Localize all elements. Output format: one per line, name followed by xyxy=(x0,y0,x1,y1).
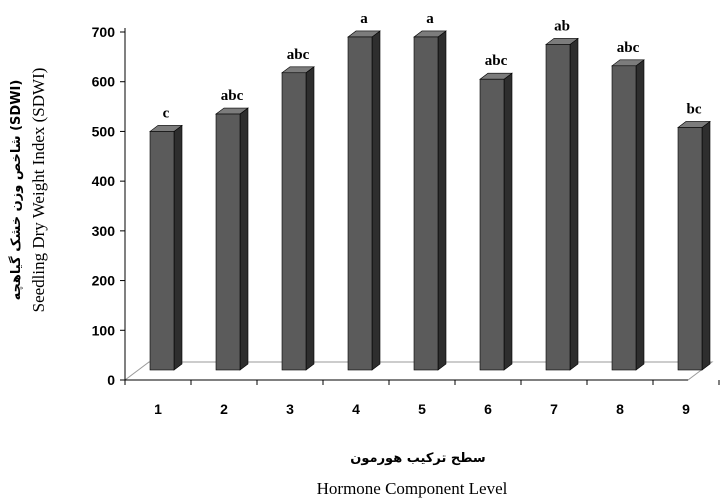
bar-side-face xyxy=(371,30,381,371)
bar-side-face xyxy=(503,72,513,371)
bar-front-face xyxy=(413,36,439,371)
significance-label: bc xyxy=(687,101,702,117)
y-axis-label-persian: شاخص وزن خشک گیاهچه (SDWI) xyxy=(8,80,24,301)
significance-label: a xyxy=(426,11,434,27)
significance-label: a xyxy=(360,11,368,27)
x-tick-label: 2 xyxy=(220,401,228,417)
bar-front-face xyxy=(149,131,175,371)
bar-side-face xyxy=(173,124,183,371)
y-tick-label: 300 xyxy=(92,223,116,239)
y-tick-label: 400 xyxy=(92,173,116,189)
y-tick-label: 0 xyxy=(107,372,115,388)
bar-front-face xyxy=(677,127,703,371)
significance-label: c xyxy=(163,105,170,121)
bar-side-face xyxy=(239,107,249,371)
bar xyxy=(611,59,645,371)
bar xyxy=(677,120,711,371)
x-tick-label: 1 xyxy=(154,401,162,417)
bars: c abc abc a a abc ab abc bc xyxy=(149,11,711,371)
bar-side-face xyxy=(437,30,447,371)
bar-side-face xyxy=(305,66,315,371)
x-tick-label: 5 xyxy=(418,401,426,417)
y-tick-label: 100 xyxy=(92,322,116,338)
bar xyxy=(545,37,579,371)
bar xyxy=(215,107,249,371)
y-tick-label: 700 xyxy=(92,24,116,40)
bar-side-face xyxy=(569,37,579,371)
bar-front-face xyxy=(611,65,637,371)
x-tick-label: 9 xyxy=(682,401,690,417)
significance-label: abc xyxy=(287,47,310,63)
y-tick-label: 200 xyxy=(92,273,116,289)
bar-side-face xyxy=(701,120,711,371)
significance-label: ab xyxy=(554,18,570,34)
y-tick-label: 500 xyxy=(92,123,116,139)
bar xyxy=(281,66,315,371)
significance-label: abc xyxy=(221,88,244,104)
bar xyxy=(347,30,381,371)
bar-front-face xyxy=(479,78,505,371)
y-tick-label: 600 xyxy=(92,74,116,90)
x-tick-label: 6 xyxy=(484,401,492,417)
bar-front-face xyxy=(215,113,241,371)
bar-front-face xyxy=(347,36,373,371)
x-tick-label: 3 xyxy=(286,401,294,417)
bar-front-face xyxy=(545,44,571,371)
labels: شاخص وزن خشک گیاهچه (SDWI) Seedling Dry … xyxy=(8,68,508,498)
significance-label: abc xyxy=(617,40,640,56)
x-axis-label-persian: سطح ترکیب هورمون xyxy=(350,451,485,466)
x-tick-label: 7 xyxy=(550,401,558,417)
bar xyxy=(413,30,447,371)
y-axis-label-english: Seedling Dry Weight Index (SDWI) xyxy=(29,68,48,313)
x-tick-label: 4 xyxy=(352,401,360,417)
bar-front-face xyxy=(281,72,307,371)
bar xyxy=(149,124,183,371)
significance-label: abc xyxy=(485,53,508,69)
x-axis-label-english: Hormone Component Level xyxy=(317,479,508,498)
x-tick-label: 8 xyxy=(616,401,624,417)
bar xyxy=(479,72,513,371)
bar-side-face xyxy=(635,59,645,371)
